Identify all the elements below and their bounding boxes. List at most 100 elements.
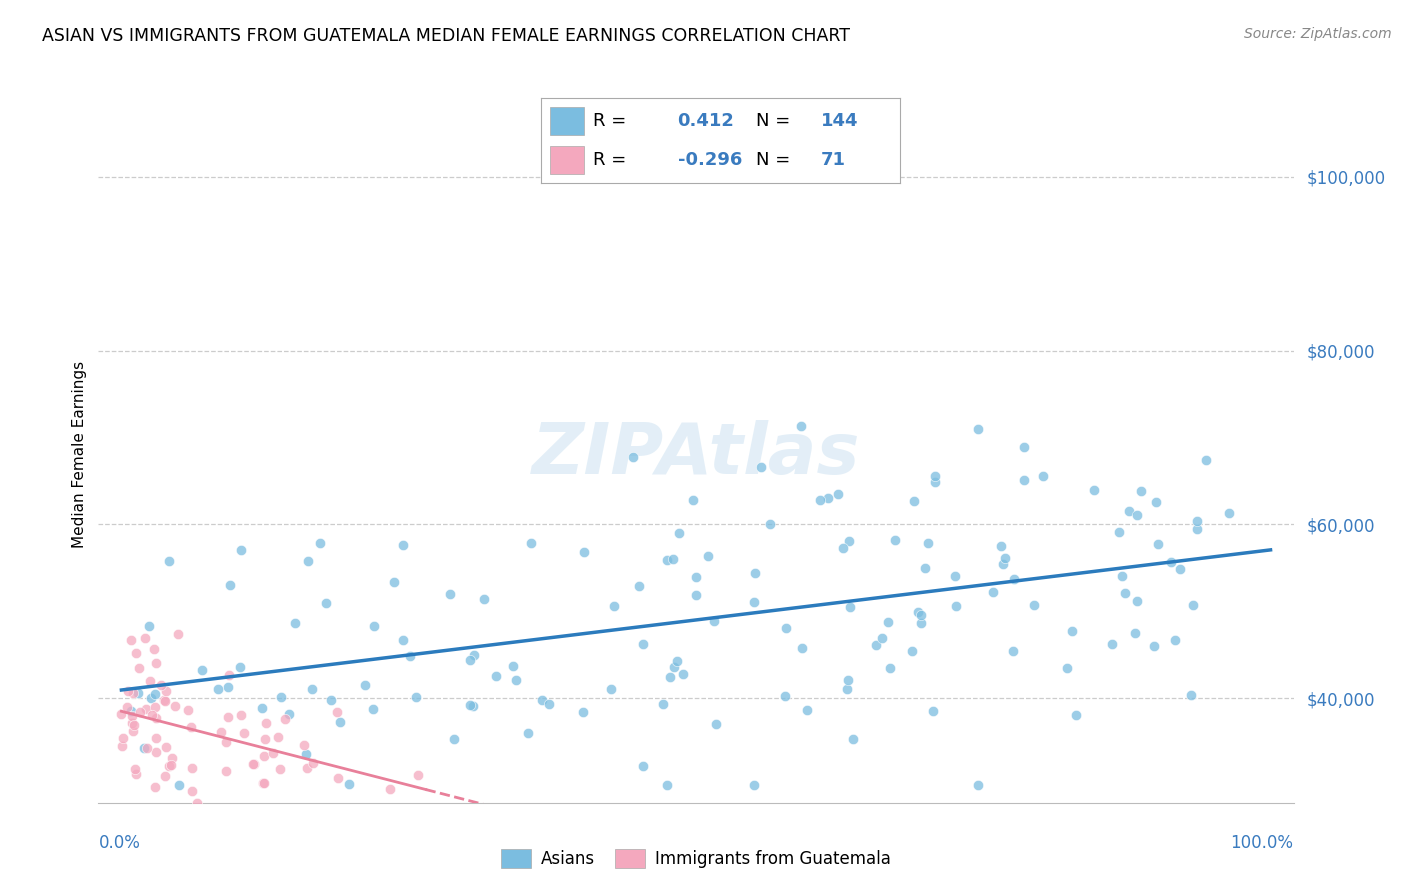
Point — [326, 771, 349, 785]
Point — [1195, 453, 1218, 467]
Point — [1083, 483, 1105, 498]
Point — [903, 494, 925, 508]
Point — [143, 688, 166, 702]
Legend: Asians, Immigrants from Guatemala: Asians, Immigrants from Guatemala — [495, 842, 897, 874]
Point — [309, 535, 332, 549]
Point — [135, 740, 157, 755]
Point — [458, 653, 481, 667]
Point — [111, 739, 134, 754]
Point — [742, 778, 765, 793]
Point — [121, 716, 143, 731]
Point — [129, 705, 152, 719]
Point — [655, 778, 678, 793]
Point — [326, 705, 349, 719]
Point — [879, 661, 901, 675]
Point — [218, 668, 240, 682]
Point — [842, 731, 865, 746]
Point — [120, 633, 142, 648]
Point — [531, 693, 554, 707]
Point — [657, 552, 679, 566]
Point — [329, 714, 352, 729]
Point — [652, 697, 675, 711]
Point — [1064, 708, 1087, 723]
Point — [186, 796, 208, 810]
Point — [808, 492, 831, 507]
Point — [229, 660, 252, 674]
Point — [363, 619, 385, 633]
Point — [121, 708, 143, 723]
Point — [884, 533, 907, 548]
Point — [817, 491, 839, 506]
Point — [472, 591, 495, 606]
Point — [243, 757, 266, 772]
Point — [458, 698, 481, 712]
Point — [415, 805, 437, 819]
Point — [502, 659, 524, 673]
Point — [945, 599, 967, 613]
Point — [292, 738, 315, 752]
Point — [1014, 473, 1036, 487]
Point — [792, 640, 814, 655]
Point — [155, 694, 177, 708]
Point — [354, 678, 377, 692]
Text: -0.296: -0.296 — [678, 151, 742, 169]
Point — [145, 710, 167, 724]
Point — [516, 726, 538, 740]
Point — [628, 579, 651, 593]
Point — [142, 641, 165, 656]
Point — [685, 588, 707, 602]
Point — [180, 761, 202, 775]
Point — [666, 654, 689, 668]
Point — [917, 536, 939, 550]
Point — [461, 698, 484, 713]
Text: N =: N = — [756, 151, 790, 169]
Point — [1002, 572, 1025, 586]
Point — [122, 718, 145, 732]
Text: 144: 144 — [821, 112, 859, 130]
Point — [773, 690, 796, 704]
Point — [250, 701, 273, 715]
Point — [169, 778, 191, 793]
Point — [1111, 569, 1133, 583]
Text: 0.412: 0.412 — [678, 112, 734, 130]
Point — [758, 517, 780, 532]
Point — [1168, 562, 1191, 576]
Point — [252, 776, 274, 790]
Point — [704, 716, 727, 731]
Point — [253, 748, 276, 763]
Point — [392, 538, 415, 552]
Point — [832, 541, 855, 555]
Point — [981, 585, 1004, 599]
Point — [907, 605, 929, 619]
Point — [384, 574, 406, 589]
Point — [141, 707, 163, 722]
Point — [742, 595, 765, 609]
Point — [1108, 524, 1130, 539]
Point — [145, 657, 167, 671]
Point — [155, 739, 177, 754]
Point — [838, 533, 860, 548]
Point — [703, 614, 725, 628]
Point — [138, 619, 160, 633]
Point — [315, 596, 337, 610]
Point — [263, 746, 285, 760]
Point — [284, 615, 307, 630]
Point — [837, 673, 859, 687]
Point — [134, 740, 156, 755]
Point — [128, 661, 150, 675]
FancyBboxPatch shape — [550, 107, 585, 136]
Point — [835, 682, 858, 697]
Point — [870, 632, 893, 646]
Point — [229, 708, 252, 723]
Point — [270, 690, 292, 704]
Point — [229, 543, 252, 558]
Point — [685, 570, 707, 584]
Point — [1114, 586, 1136, 600]
Point — [827, 487, 849, 501]
Point — [658, 670, 681, 684]
Point — [191, 663, 214, 677]
Point — [1022, 598, 1045, 612]
Point — [219, 577, 242, 591]
Point — [134, 631, 156, 645]
Point — [339, 777, 361, 791]
